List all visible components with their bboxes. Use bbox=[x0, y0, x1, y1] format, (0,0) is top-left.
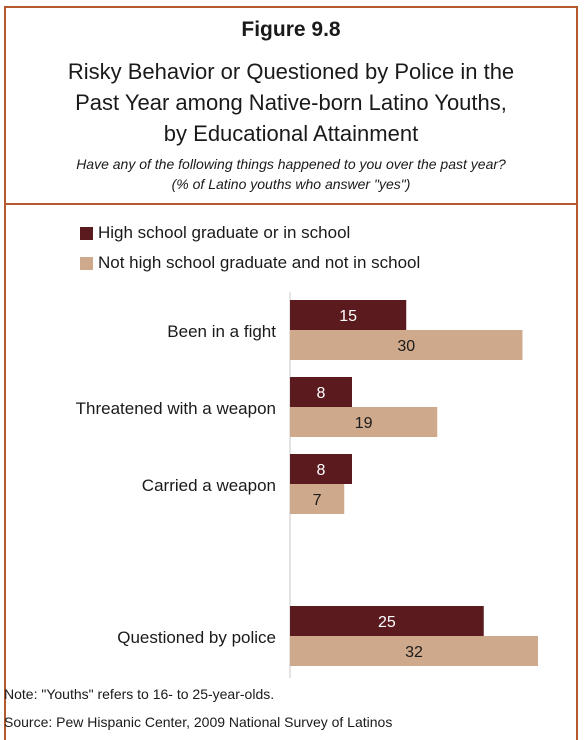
bar-series-1 bbox=[290, 606, 484, 636]
bar-series-2 bbox=[290, 330, 523, 360]
bar-series-2 bbox=[290, 636, 538, 666]
category-label: Questioned by police bbox=[117, 628, 276, 647]
bar-series-1 bbox=[290, 300, 407, 330]
header-divider bbox=[6, 203, 576, 205]
legend-item-series-1: High school graduate or in school bbox=[80, 218, 420, 248]
chart-note: Note: "Youths" refers to 16- to 25-year-… bbox=[4, 686, 275, 702]
bar-value-label: 8 bbox=[317, 385, 326, 402]
chart-subtitle-line-2: (% of Latino youths who answer "yes") bbox=[171, 176, 411, 192]
figure-label: Figure 9.8 bbox=[241, 18, 341, 41]
legend-item-series-2: Not high school graduate and not in scho… bbox=[80, 248, 420, 278]
legend-label-series-2: Not high school graduate and not in scho… bbox=[98, 253, 421, 272]
bar-value-label: 30 bbox=[397, 338, 415, 355]
bar-value-label: 7 bbox=[313, 492, 322, 509]
legend-swatch-series-1 bbox=[80, 226, 93, 240]
chart-legend: High school graduate or in school Not hi… bbox=[80, 218, 420, 278]
bar-series-1 bbox=[290, 377, 352, 407]
category-label: Carried a weapon bbox=[142, 476, 276, 495]
bar-series-2 bbox=[290, 407, 438, 437]
chart-title-line-1: Risky Behavior or Questioned by Police i… bbox=[67, 59, 515, 84]
bar-value-label: 32 bbox=[405, 644, 423, 661]
chart-title-line-2: Past Year among Native-born Latino Youth… bbox=[75, 90, 507, 115]
bar-value-label: 8 bbox=[317, 462, 326, 479]
category-label: Threatened with a weapon bbox=[76, 399, 276, 418]
legend-label-series-1: High school graduate or in school bbox=[98, 223, 351, 242]
legend-swatch-series-2 bbox=[80, 256, 93, 270]
bar-value-label: 19 bbox=[355, 415, 373, 432]
bar-value-label: 15 bbox=[339, 308, 357, 325]
bar-value-label: 25 bbox=[378, 614, 396, 631]
chart-source: Source: Pew Hispanic Center, 2009 Nation… bbox=[4, 714, 393, 730]
category-label: Been in a fight bbox=[167, 322, 276, 341]
bar-series-2 bbox=[290, 484, 345, 514]
figure-frame: Figure 9.8 Risky Behavior or Questioned … bbox=[4, 6, 578, 740]
chart-subtitle-line-1: Have any of the following things happene… bbox=[76, 156, 506, 172]
chart-subtitle: Have any of the following things happene… bbox=[12, 154, 570, 194]
chart-title: Risky Behavior or Questioned by Police i… bbox=[26, 56, 556, 149]
chart-title-line-3: by Educational Attainment bbox=[163, 121, 419, 146]
bar-series-1 bbox=[290, 454, 352, 484]
